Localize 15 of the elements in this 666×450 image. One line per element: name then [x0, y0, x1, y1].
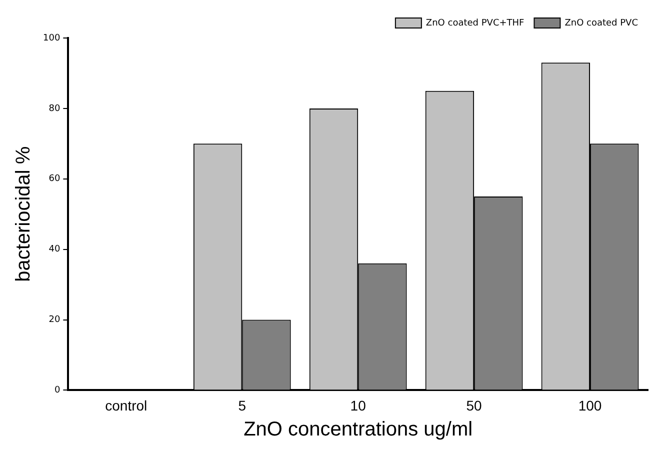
y-tick-label: 80: [48, 104, 60, 114]
legend-label: ZnO coated PVC+THF: [426, 18, 524, 28]
y-tick-label: 20: [48, 315, 60, 326]
y-tick-label: 40: [48, 244, 60, 255]
x-tick-label: 5: [238, 397, 246, 414]
x-tick-label: 10: [350, 397, 366, 414]
y-tick-label: 60: [48, 174, 60, 184]
y-tick-label: 0: [54, 386, 60, 396]
x-axis-title: ZnO concentrations ug/ml: [244, 418, 473, 441]
x-tick-label: 50: [466, 397, 482, 414]
x-tick-label: 100: [578, 397, 602, 414]
x-tick-label: control: [105, 397, 148, 414]
legend-label: ZnO coated PVC: [564, 18, 638, 28]
y-tick-label: 100: [42, 33, 60, 44]
y-axis-title: bacteriocidal %: [12, 146, 35, 282]
